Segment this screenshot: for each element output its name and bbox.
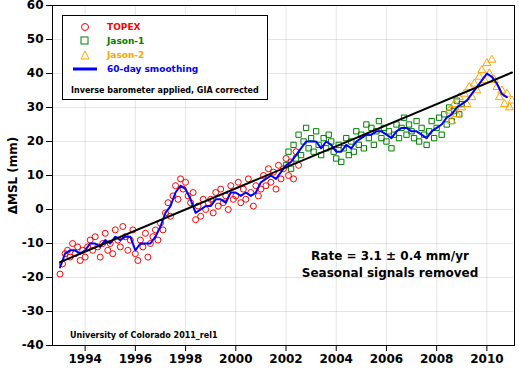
svg-text:40: 40: [27, 66, 44, 80]
svg-text:2002: 2002: [269, 352, 302, 366]
svg-text:2006: 2006: [370, 352, 403, 366]
svg-text:2008: 2008: [420, 352, 453, 366]
svg-text:-40: -40: [22, 338, 44, 352]
html-text:TOPEX: TOPEX: [107, 22, 141, 32]
svg-text:30: 30: [27, 100, 44, 114]
svg-text:2010: 2010: [470, 352, 503, 366]
svg-text:0: 0: [35, 202, 43, 216]
svg-text:1996: 1996: [119, 352, 152, 366]
svg-text:2004: 2004: [320, 352, 353, 366]
svg-text:20: 20: [27, 134, 44, 148]
svg-text:50: 50: [27, 32, 44, 46]
svg-text:10: 10: [27, 168, 44, 182]
html-text:Seasonal signals removed: Seasonal signals removed: [301, 266, 479, 280]
svg-text:-20: -20: [22, 270, 44, 284]
svg-text:60: 60: [27, 0, 44, 12]
html-text:60-day smoothing: 60-day smoothing: [107, 64, 199, 74]
svg-text:ΔMSL (mm): ΔMSL (mm): [6, 137, 20, 215]
svg-text:1994: 1994: [68, 352, 101, 366]
html-text:Rate = 3.1 ± 0.4 mm/yr: Rate = 3.1 ± 0.4 mm/yr: [311, 249, 469, 263]
svg-text:-30: -30: [22, 304, 44, 318]
html-text:Jason-2: Jason-2: [107, 50, 145, 60]
svg-text:1998: 1998: [169, 352, 202, 366]
html-text:Inverse barometer applied, GIA: Inverse barometer applied, GIA corrected: [71, 86, 259, 95]
svg-text:2000: 2000: [219, 352, 252, 366]
html-text:University of Colorado 2011_re: University of Colorado 2011_rel1: [70, 331, 218, 340]
html-text:Jason-1: Jason-1: [107, 36, 145, 46]
svg-text:-10: -10: [22, 236, 44, 250]
